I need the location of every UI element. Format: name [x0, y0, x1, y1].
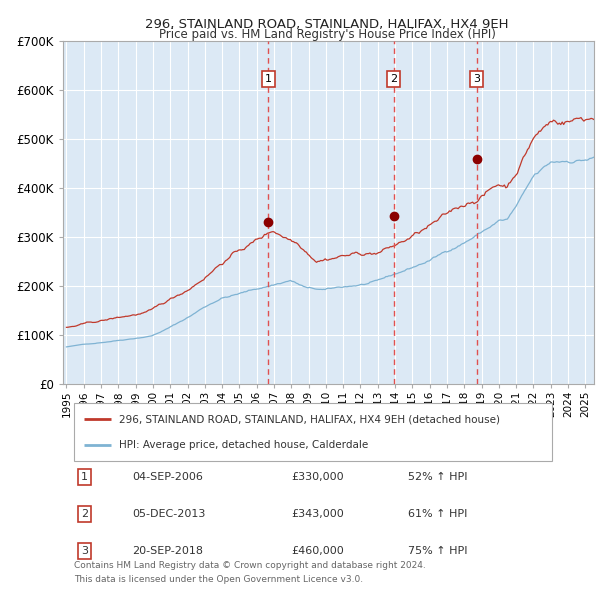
Text: 3: 3 [473, 74, 480, 84]
Text: 296, STAINLAND ROAD, STAINLAND, HALIFAX, HX4 9EH (detached house): 296, STAINLAND ROAD, STAINLAND, HALIFAX,… [119, 414, 500, 424]
Text: £343,000: £343,000 [292, 509, 344, 519]
Text: £460,000: £460,000 [292, 546, 344, 556]
Text: 52% ↑ HPI: 52% ↑ HPI [408, 472, 467, 482]
Text: HPI: Average price, detached house, Calderdale: HPI: Average price, detached house, Cald… [119, 440, 368, 450]
Text: 20-SEP-2018: 20-SEP-2018 [132, 546, 203, 556]
Text: 05-DEC-2013: 05-DEC-2013 [132, 509, 205, 519]
Text: 2: 2 [80, 509, 88, 519]
Text: 1: 1 [265, 74, 272, 84]
Text: 2: 2 [390, 74, 397, 84]
Text: 75% ↑ HPI: 75% ↑ HPI [408, 546, 467, 556]
FancyBboxPatch shape [74, 403, 551, 461]
Text: 1: 1 [81, 472, 88, 482]
Text: 61% ↑ HPI: 61% ↑ HPI [408, 509, 467, 519]
Text: 04-SEP-2006: 04-SEP-2006 [132, 472, 203, 482]
Text: 3: 3 [81, 546, 88, 556]
Text: This data is licensed under the Open Government Licence v3.0.: This data is licensed under the Open Gov… [74, 575, 363, 584]
Text: £330,000: £330,000 [292, 472, 344, 482]
Text: 296, STAINLAND ROAD, STAINLAND, HALIFAX, HX4 9EH: 296, STAINLAND ROAD, STAINLAND, HALIFAX,… [145, 18, 509, 31]
Text: Price paid vs. HM Land Registry's House Price Index (HPI): Price paid vs. HM Land Registry's House … [158, 28, 496, 41]
Text: Contains HM Land Registry data © Crown copyright and database right 2024.: Contains HM Land Registry data © Crown c… [74, 562, 425, 571]
